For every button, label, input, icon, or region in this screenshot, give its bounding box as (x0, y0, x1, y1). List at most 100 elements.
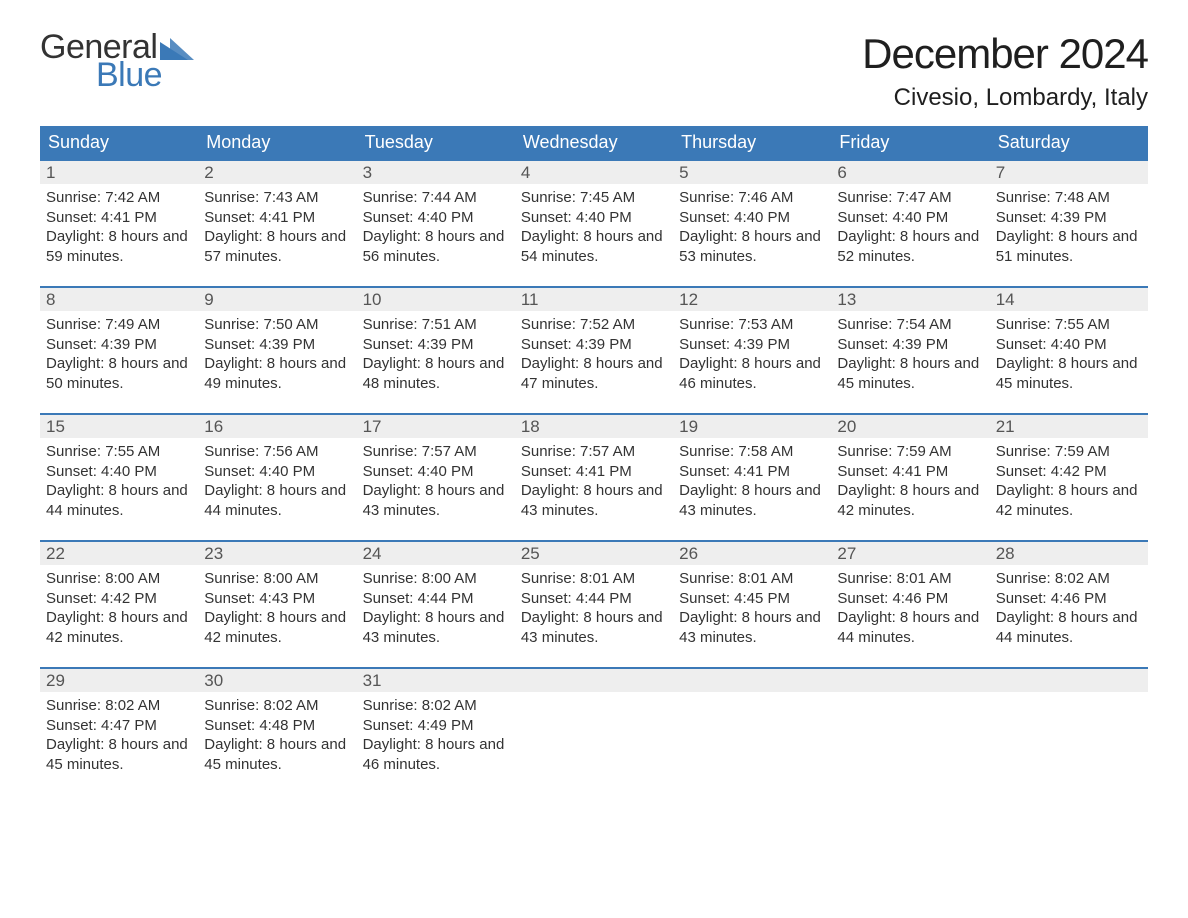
sunset-line: Sunset: 4:42 PM (46, 589, 192, 609)
sunset-line: Sunset: 4:49 PM (363, 716, 509, 736)
day-number: 29 (40, 669, 198, 692)
sunset-line: Sunset: 4:39 PM (837, 335, 983, 355)
day-body: Sunrise: 8:01 AMSunset: 4:46 PMDaylight:… (831, 565, 989, 653)
sunrise-line: Sunrise: 8:01 AM (679, 569, 825, 589)
day-cell: 15Sunrise: 7:55 AMSunset: 4:40 PMDayligh… (40, 415, 198, 526)
daylight-line: Daylight: 8 hours and 43 minutes. (363, 608, 509, 647)
sunset-line: Sunset: 4:39 PM (46, 335, 192, 355)
day-number: 18 (515, 415, 673, 438)
day-cell: 30Sunrise: 8:02 AMSunset: 4:48 PMDayligh… (198, 669, 356, 780)
sunrise-line: Sunrise: 7:51 AM (363, 315, 509, 335)
day-number: 23 (198, 542, 356, 565)
day-cell (515, 669, 673, 780)
day-cell: 7Sunrise: 7:48 AMSunset: 4:39 PMDaylight… (990, 161, 1148, 272)
day-body: Sunrise: 7:55 AMSunset: 4:40 PMDaylight:… (990, 311, 1148, 399)
daylight-line: Daylight: 8 hours and 46 minutes. (363, 735, 509, 774)
sunset-line: Sunset: 4:47 PM (46, 716, 192, 736)
day-cell: 23Sunrise: 8:00 AMSunset: 4:43 PMDayligh… (198, 542, 356, 653)
sunset-line: Sunset: 4:40 PM (996, 335, 1142, 355)
daylight-line: Daylight: 8 hours and 46 minutes. (679, 354, 825, 393)
daylight-line: Daylight: 8 hours and 42 minutes. (46, 608, 192, 647)
day-cell: 5Sunrise: 7:46 AMSunset: 4:40 PMDaylight… (673, 161, 831, 272)
week-row: 29Sunrise: 8:02 AMSunset: 4:47 PMDayligh… (40, 667, 1148, 780)
day-number: 20 (831, 415, 989, 438)
daylight-line: Daylight: 8 hours and 59 minutes. (46, 227, 192, 266)
day-cell: 26Sunrise: 8:01 AMSunset: 4:45 PMDayligh… (673, 542, 831, 653)
daylight-line: Daylight: 8 hours and 57 minutes. (204, 227, 350, 266)
day-body: Sunrise: 7:47 AMSunset: 4:40 PMDaylight:… (831, 184, 989, 272)
sunset-line: Sunset: 4:41 PM (46, 208, 192, 228)
day-number: 16 (198, 415, 356, 438)
day-cell: 29Sunrise: 8:02 AMSunset: 4:47 PMDayligh… (40, 669, 198, 780)
daylight-line: Daylight: 8 hours and 45 minutes. (996, 354, 1142, 393)
sunrise-line: Sunrise: 8:00 AM (46, 569, 192, 589)
sunset-line: Sunset: 4:40 PM (363, 462, 509, 482)
day-cell: 28Sunrise: 8:02 AMSunset: 4:46 PMDayligh… (990, 542, 1148, 653)
daylight-line: Daylight: 8 hours and 48 minutes. (363, 354, 509, 393)
day-number (515, 669, 673, 692)
day-cell: 17Sunrise: 7:57 AMSunset: 4:40 PMDayligh… (357, 415, 515, 526)
day-cell (990, 669, 1148, 780)
day-body: Sunrise: 7:51 AMSunset: 4:39 PMDaylight:… (357, 311, 515, 399)
day-body: Sunrise: 7:48 AMSunset: 4:39 PMDaylight:… (990, 184, 1148, 272)
daylight-line: Daylight: 8 hours and 44 minutes. (837, 608, 983, 647)
weekday-header: Tuesday (357, 126, 515, 159)
daylight-line: Daylight: 8 hours and 43 minutes. (679, 608, 825, 647)
daylight-line: Daylight: 8 hours and 44 minutes. (996, 608, 1142, 647)
day-number: 1 (40, 161, 198, 184)
sunset-line: Sunset: 4:39 PM (363, 335, 509, 355)
day-body: Sunrise: 7:59 AMSunset: 4:42 PMDaylight:… (990, 438, 1148, 526)
day-number: 17 (357, 415, 515, 438)
weekday-header-row: SundayMondayTuesdayWednesdayThursdayFrid… (40, 126, 1148, 159)
daylight-line: Daylight: 8 hours and 42 minutes. (837, 481, 983, 520)
daylight-line: Daylight: 8 hours and 43 minutes. (363, 481, 509, 520)
sunset-line: Sunset: 4:43 PM (204, 589, 350, 609)
day-number: 5 (673, 161, 831, 184)
day-body: Sunrise: 7:54 AMSunset: 4:39 PMDaylight:… (831, 311, 989, 399)
day-cell: 10Sunrise: 7:51 AMSunset: 4:39 PMDayligh… (357, 288, 515, 399)
sunrise-line: Sunrise: 7:48 AM (996, 188, 1142, 208)
sunrise-line: Sunrise: 7:55 AM (996, 315, 1142, 335)
page-title: December 2024 (862, 30, 1148, 78)
sunrise-line: Sunrise: 8:02 AM (363, 696, 509, 716)
day-cell (673, 669, 831, 780)
day-cell: 16Sunrise: 7:56 AMSunset: 4:40 PMDayligh… (198, 415, 356, 526)
daylight-line: Daylight: 8 hours and 45 minutes. (46, 735, 192, 774)
day-body: Sunrise: 7:57 AMSunset: 4:41 PMDaylight:… (515, 438, 673, 526)
day-cell: 3Sunrise: 7:44 AMSunset: 4:40 PMDaylight… (357, 161, 515, 272)
day-number: 30 (198, 669, 356, 692)
day-cell: 4Sunrise: 7:45 AMSunset: 4:40 PMDaylight… (515, 161, 673, 272)
day-number: 19 (673, 415, 831, 438)
sunrise-line: Sunrise: 7:44 AM (363, 188, 509, 208)
weekday-header: Thursday (673, 126, 831, 159)
weekday-header: Monday (198, 126, 356, 159)
sunrise-line: Sunrise: 7:52 AM (521, 315, 667, 335)
day-number: 8 (40, 288, 198, 311)
day-body: Sunrise: 7:58 AMSunset: 4:41 PMDaylight:… (673, 438, 831, 526)
day-cell: 13Sunrise: 7:54 AMSunset: 4:39 PMDayligh… (831, 288, 989, 399)
week-row: 22Sunrise: 8:00 AMSunset: 4:42 PMDayligh… (40, 540, 1148, 653)
day-body: Sunrise: 7:43 AMSunset: 4:41 PMDaylight:… (198, 184, 356, 272)
weekday-header: Sunday (40, 126, 198, 159)
day-cell: 24Sunrise: 8:00 AMSunset: 4:44 PMDayligh… (357, 542, 515, 653)
sunset-line: Sunset: 4:44 PM (363, 589, 509, 609)
week-row: 8Sunrise: 7:49 AMSunset: 4:39 PMDaylight… (40, 286, 1148, 399)
sunrise-line: Sunrise: 8:00 AM (204, 569, 350, 589)
sunrise-line: Sunrise: 7:49 AM (46, 315, 192, 335)
day-body: Sunrise: 8:01 AMSunset: 4:44 PMDaylight:… (515, 565, 673, 653)
day-cell: 18Sunrise: 7:57 AMSunset: 4:41 PMDayligh… (515, 415, 673, 526)
daylight-line: Daylight: 8 hours and 49 minutes. (204, 354, 350, 393)
weekday-header: Wednesday (515, 126, 673, 159)
sunrise-line: Sunrise: 7:55 AM (46, 442, 192, 462)
day-number: 15 (40, 415, 198, 438)
day-body: Sunrise: 7:50 AMSunset: 4:39 PMDaylight:… (198, 311, 356, 399)
day-number: 26 (673, 542, 831, 565)
sunset-line: Sunset: 4:42 PM (996, 462, 1142, 482)
day-number: 6 (831, 161, 989, 184)
day-number: 7 (990, 161, 1148, 184)
sunset-line: Sunset: 4:41 PM (204, 208, 350, 228)
sunset-line: Sunset: 4:39 PM (996, 208, 1142, 228)
day-number (831, 669, 989, 692)
sunrise-line: Sunrise: 8:02 AM (996, 569, 1142, 589)
day-number: 9 (198, 288, 356, 311)
